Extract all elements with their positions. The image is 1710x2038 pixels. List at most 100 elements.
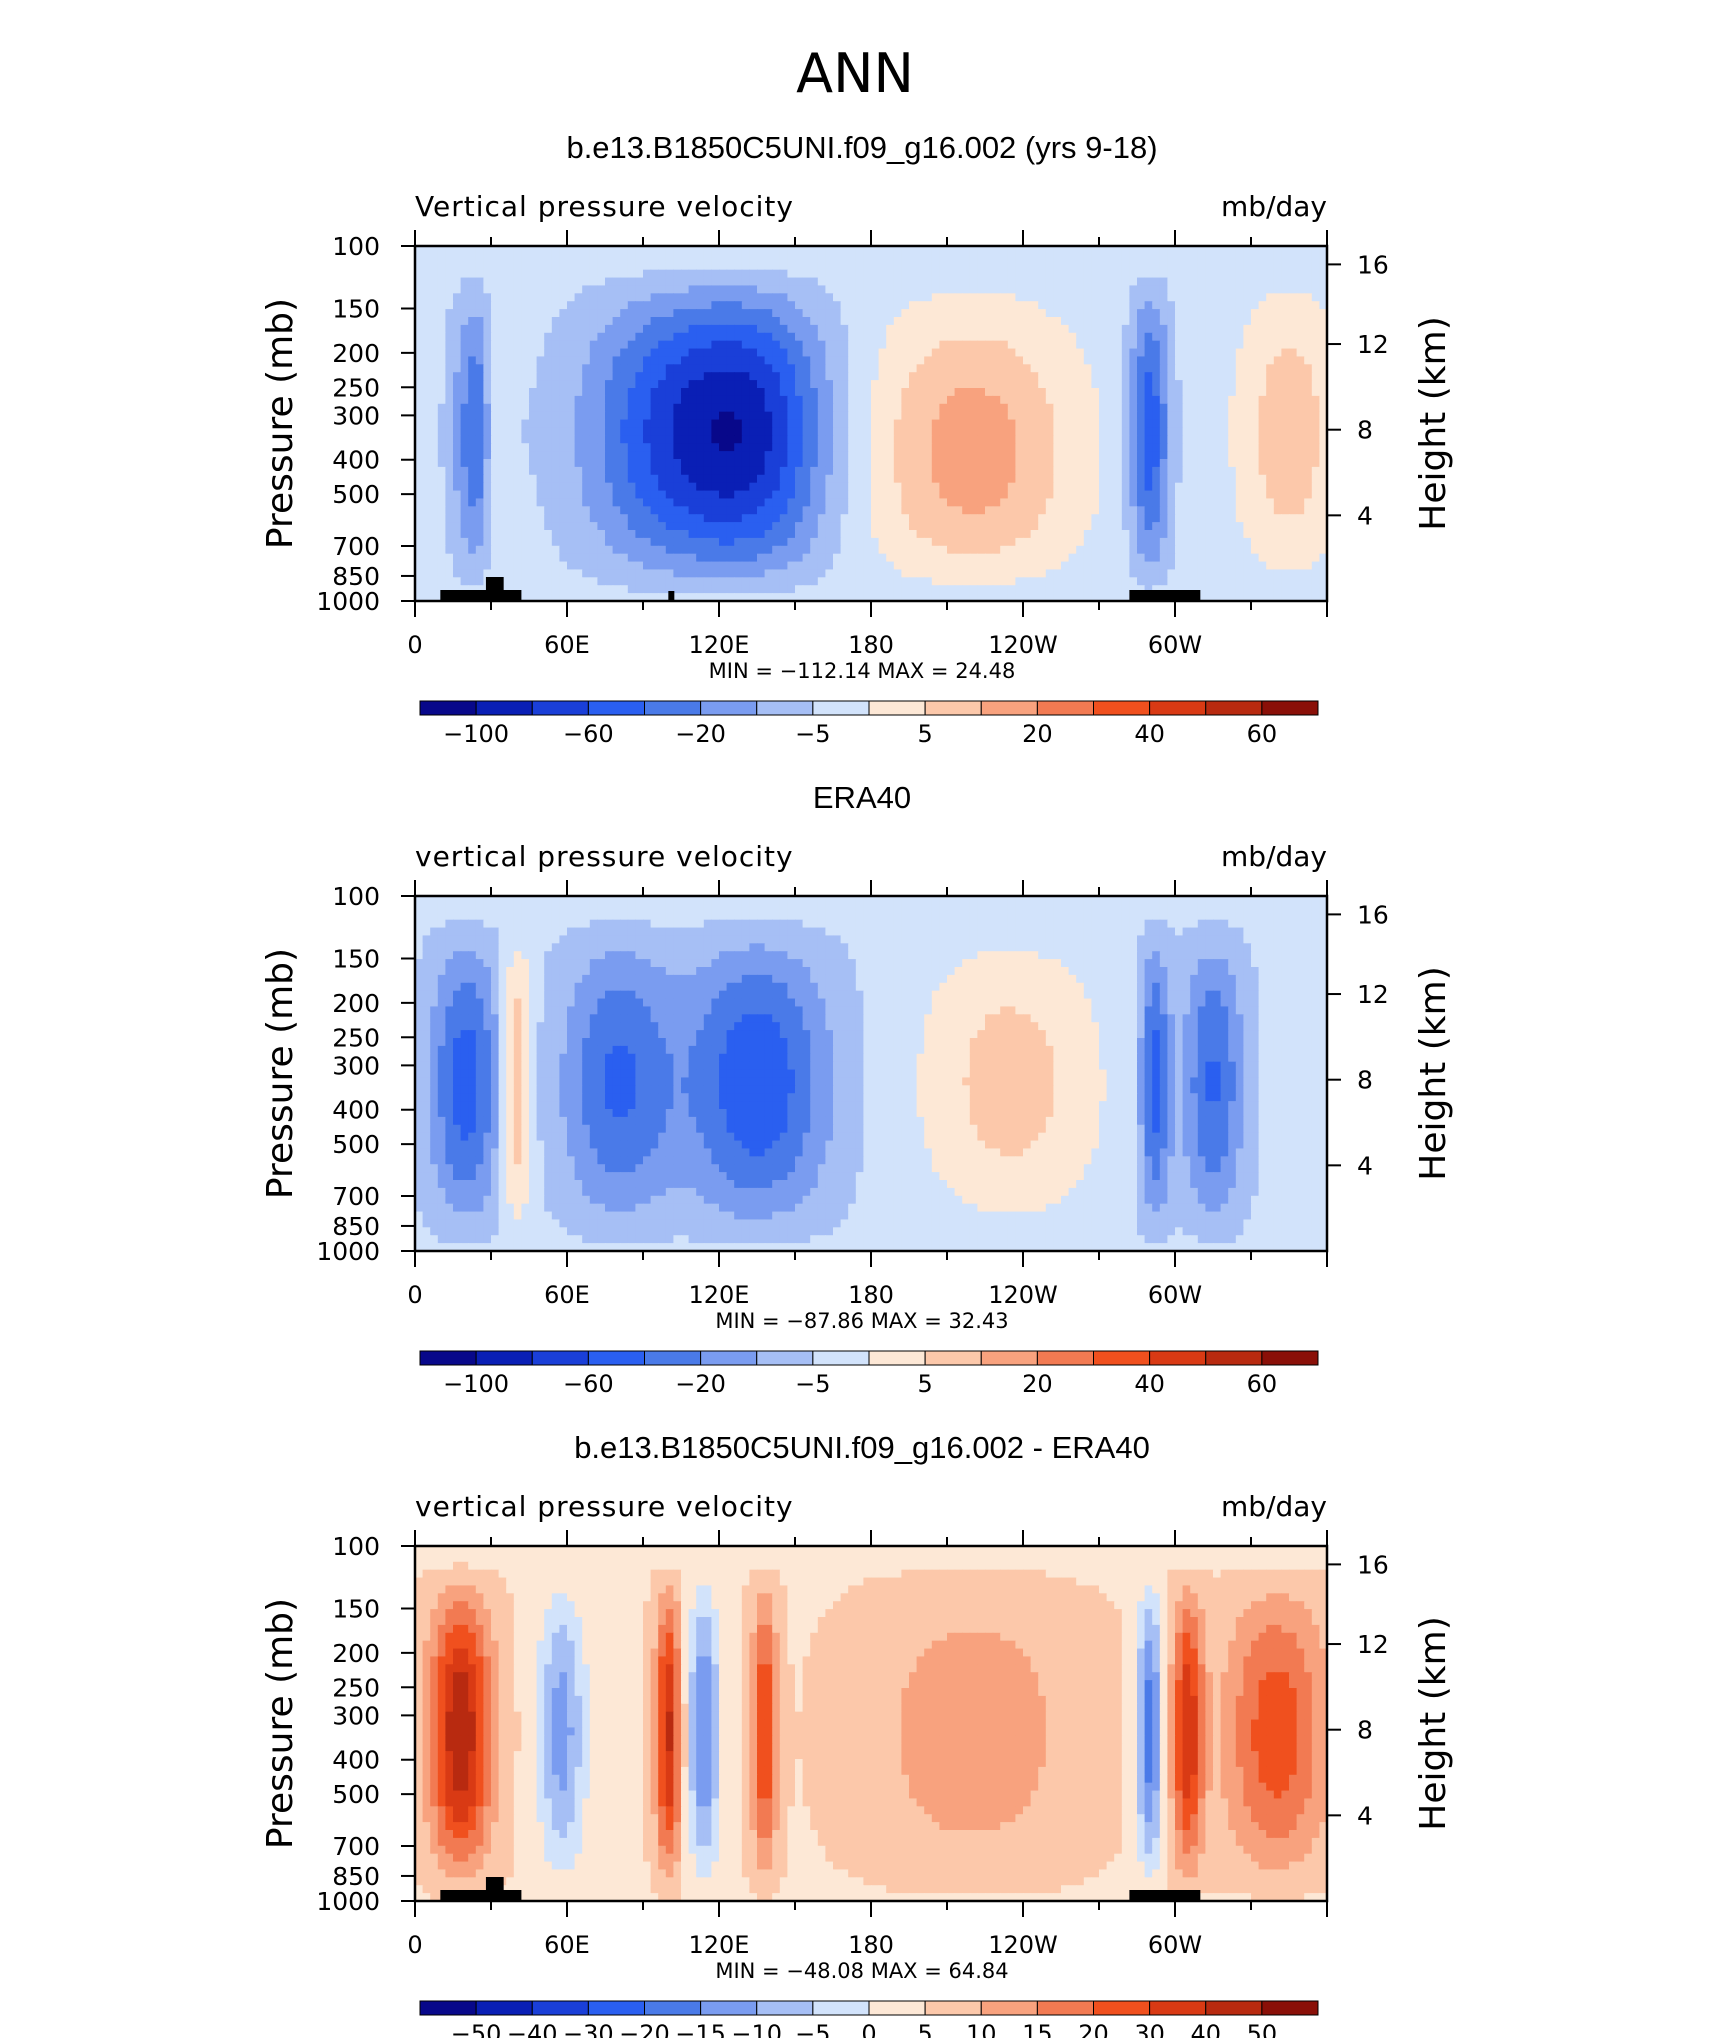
field-cell bbox=[1243, 451, 1252, 460]
field-cell bbox=[574, 482, 583, 492]
field-cell bbox=[825, 459, 834, 468]
field-cell bbox=[1281, 506, 1290, 515]
field-cell bbox=[483, 443, 492, 452]
field-cell bbox=[551, 459, 560, 468]
field-cell bbox=[673, 293, 682, 302]
field-cell bbox=[711, 530, 720, 539]
field-cell bbox=[787, 451, 796, 460]
field-cell bbox=[916, 261, 925, 271]
field-cell bbox=[1038, 498, 1047, 507]
field-cell bbox=[1228, 553, 1237, 563]
field-cell bbox=[893, 403, 902, 413]
field-cell bbox=[1015, 309, 1024, 318]
field-cell bbox=[605, 466, 614, 476]
field-cell bbox=[977, 411, 986, 421]
field-cell bbox=[650, 451, 659, 460]
field-cell bbox=[817, 388, 826, 397]
field-cell bbox=[445, 482, 454, 492]
field-cell bbox=[969, 482, 978, 492]
field-cell bbox=[1205, 293, 1214, 302]
field-cell bbox=[1144, 561, 1153, 571]
field-cell bbox=[787, 388, 796, 397]
field-cell bbox=[795, 530, 804, 539]
field-cell bbox=[491, 466, 500, 476]
field-cell bbox=[833, 561, 842, 571]
field-cell bbox=[658, 427, 667, 436]
field-cell bbox=[658, 253, 667, 263]
field-cell bbox=[871, 317, 880, 326]
field-cell bbox=[1311, 443, 1320, 452]
field-cell bbox=[1281, 253, 1290, 263]
field-cell bbox=[855, 427, 864, 436]
field-cell bbox=[1197, 490, 1206, 500]
field-cell bbox=[901, 459, 910, 468]
field-cell bbox=[1175, 372, 1184, 381]
field-cell bbox=[612, 364, 621, 373]
field-cell bbox=[772, 530, 781, 539]
field-cell bbox=[658, 530, 667, 539]
field-cell bbox=[1129, 388, 1138, 397]
field-cell bbox=[460, 443, 469, 452]
field-cell bbox=[445, 285, 454, 294]
field-cell bbox=[567, 466, 576, 476]
field-cell bbox=[954, 380, 963, 389]
field-cell bbox=[947, 269, 956, 279]
field-cell bbox=[635, 380, 644, 389]
field-cell bbox=[1114, 253, 1123, 263]
field-cell bbox=[445, 380, 454, 389]
field-cell bbox=[1061, 395, 1070, 405]
field-cell bbox=[1182, 498, 1191, 507]
field-cell bbox=[1281, 522, 1290, 531]
field-cell bbox=[772, 506, 781, 515]
field-cell bbox=[840, 277, 849, 287]
field-cell bbox=[749, 364, 758, 373]
field-cell bbox=[825, 380, 834, 389]
field-cell bbox=[536, 261, 545, 271]
field-cell bbox=[544, 348, 553, 358]
field-cell bbox=[848, 522, 857, 531]
field-cell bbox=[954, 285, 963, 294]
field-cell bbox=[802, 466, 811, 476]
field-cell bbox=[567, 380, 576, 389]
field-cell bbox=[764, 324, 773, 334]
field-cell bbox=[513, 506, 522, 515]
field-cell bbox=[589, 348, 598, 358]
field-cell bbox=[985, 411, 994, 421]
field-cell bbox=[1038, 277, 1047, 287]
field-cell bbox=[1266, 466, 1275, 476]
field-cell bbox=[643, 324, 652, 334]
field-cell bbox=[491, 246, 500, 255]
field-cell bbox=[453, 427, 462, 436]
field-cell bbox=[1000, 332, 1009, 342]
field-cell bbox=[1152, 506, 1161, 515]
field-cell bbox=[460, 545, 469, 555]
field-cell bbox=[1319, 340, 1328, 350]
field-cell bbox=[1000, 277, 1009, 287]
field-cell bbox=[962, 269, 971, 279]
field-cell bbox=[567, 253, 576, 263]
field-cell bbox=[1304, 474, 1313, 484]
field-cell bbox=[453, 380, 462, 389]
field-cell bbox=[1152, 522, 1161, 531]
field-cell bbox=[483, 522, 492, 531]
field-cell bbox=[954, 474, 963, 484]
field-cell bbox=[1000, 545, 1009, 555]
field-cell bbox=[855, 395, 864, 405]
field-cell bbox=[1220, 293, 1229, 302]
field-cell bbox=[1167, 403, 1176, 413]
field-cell bbox=[719, 293, 728, 302]
field-cell bbox=[711, 261, 720, 271]
field-cell bbox=[817, 380, 826, 389]
field-cell bbox=[703, 348, 712, 358]
field-cell bbox=[1319, 459, 1328, 468]
field-cell bbox=[1023, 332, 1032, 342]
field-cell bbox=[719, 482, 728, 492]
field-cell bbox=[627, 395, 636, 405]
field-cell bbox=[551, 285, 560, 294]
field-cell bbox=[954, 530, 963, 539]
field-cell bbox=[1099, 403, 1108, 413]
field-cell bbox=[468, 324, 477, 334]
field-cell bbox=[909, 253, 918, 263]
field-cell bbox=[719, 395, 728, 405]
field-cell bbox=[1007, 364, 1016, 373]
